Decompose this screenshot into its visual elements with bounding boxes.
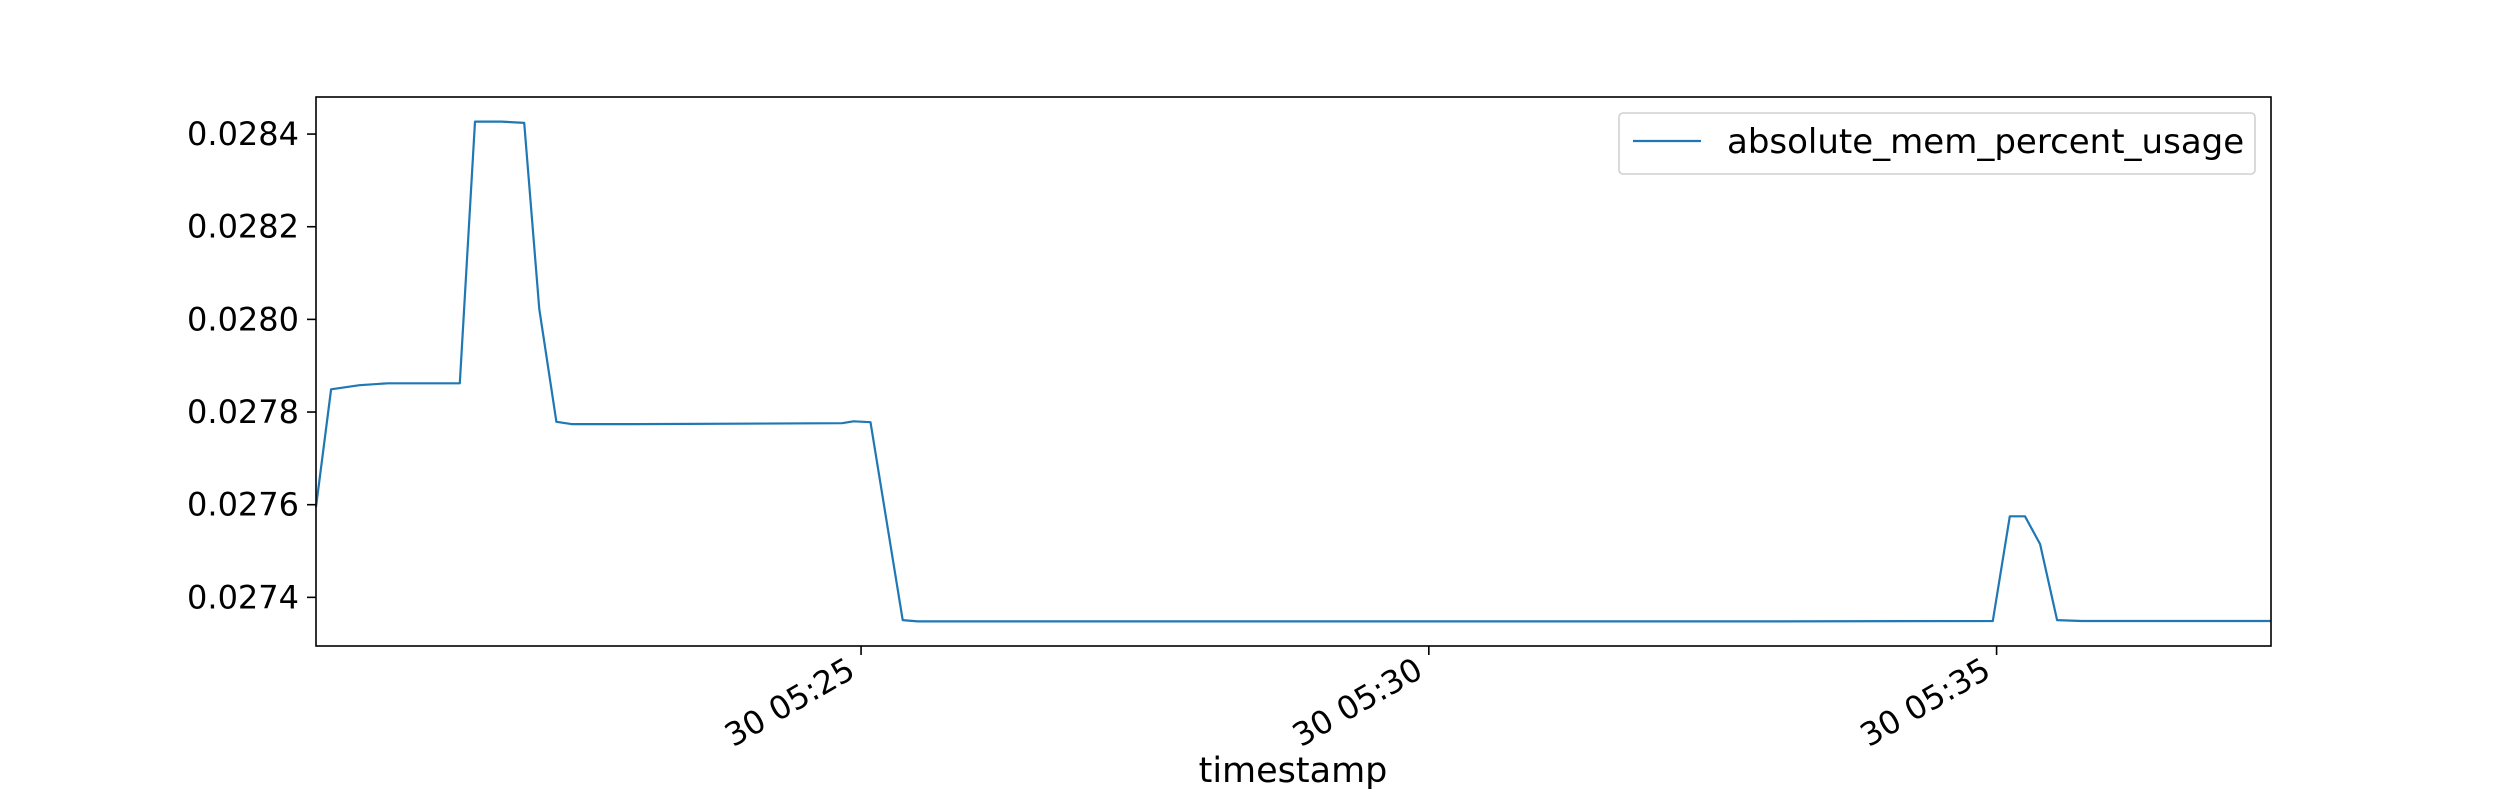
x-tick-label: 30 05:30 <box>1286 650 1429 754</box>
legend-frame <box>1618 112 2256 175</box>
legend: absolute_mem_percent_usage <box>1618 112 2256 175</box>
y-tick-label: 0.0282 <box>187 208 299 246</box>
y-tick-label: 0.0276 <box>187 486 299 524</box>
series-line <box>314 120 2271 623</box>
y-tick-label: 0.0274 <box>187 578 299 616</box>
x-axis: 30 05:25 30 05:30 30 05:35 <box>718 646 1998 754</box>
x-tick-label: 30 05:35 <box>1854 650 1997 754</box>
plot-frame <box>315 96 2272 647</box>
series-layer <box>314 120 2271 623</box>
y-tick-label: 0.0280 <box>187 300 299 338</box>
y-axis: 0.0274 0.0276 0.0278 0.0280 0.0282 0.0284 <box>187 115 316 616</box>
x-tick-label: 30 05:25 <box>718 650 861 754</box>
x-axis-label: timestamp <box>1199 751 1388 791</box>
y-tick-label: 0.0284 <box>187 115 299 153</box>
y-tick-label: 0.0278 <box>187 393 299 431</box>
legend-label: absolute_mem_percent_usage <box>1727 122 2244 162</box>
